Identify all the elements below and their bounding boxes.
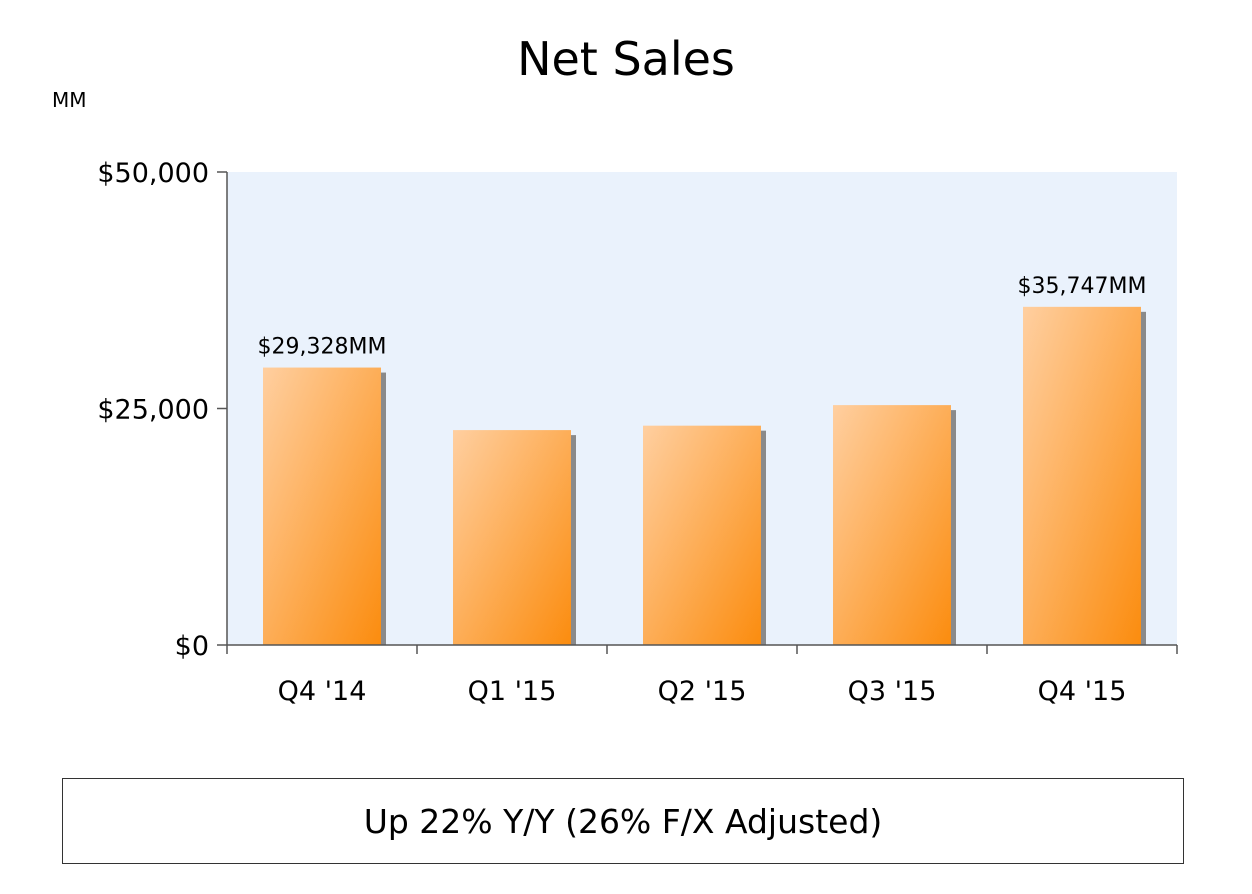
bar <box>453 430 571 645</box>
y-tick-label: $0 <box>175 631 209 662</box>
x-tick-label: Q4 '15 <box>1038 676 1127 707</box>
x-tick-label: Q1 '15 <box>468 676 557 707</box>
x-tick-label: Q4 '14 <box>278 676 367 707</box>
chart-title: Net Sales <box>517 32 735 86</box>
x-tick-label: Q2 '15 <box>658 676 747 707</box>
unit-label: MM <box>52 88 87 112</box>
bar <box>833 405 951 645</box>
data-label: $29,328MM <box>258 335 387 360</box>
summary-box: Up 22% Y/Y (26% F/X Adjusted) <box>62 778 1184 864</box>
bar <box>263 367 381 645</box>
labels-layer: $29,328MM Q4 '14 Q1 '15 Q2 '15 Q3 '15 $35,747… <box>97 158 1146 707</box>
summary-text: Up 22% Y/Y (26% F/X Adjusted) <box>363 801 883 841</box>
bar <box>643 425 761 645</box>
data-label: $35,747MM <box>1018 274 1147 299</box>
axis-layer <box>217 171 1178 654</box>
bar <box>1023 306 1141 645</box>
y-tick-label: $50,000 <box>97 158 209 189</box>
bars-layer <box>263 306 1146 645</box>
y-tick-label: $25,000 <box>97 395 209 426</box>
x-tick-label: Q3 '15 <box>848 676 937 707</box>
